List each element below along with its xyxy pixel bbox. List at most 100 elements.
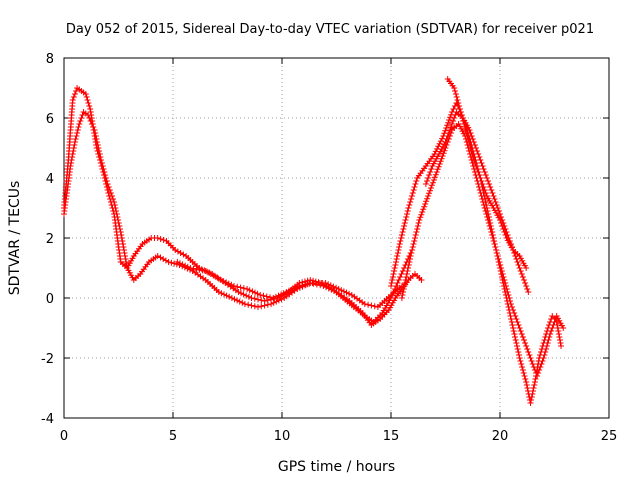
data-point-marker xyxy=(451,85,463,112)
data-point-marker xyxy=(527,382,538,406)
data-point-marker xyxy=(510,325,522,358)
data-point-marker xyxy=(479,163,491,184)
data-point-marker xyxy=(202,268,222,282)
data-point-marker xyxy=(516,253,528,269)
data-point-marker xyxy=(540,328,551,346)
data-point-marker xyxy=(521,337,533,358)
data-point-marker xyxy=(255,301,271,310)
x-axis-label: GPS time / hours xyxy=(278,459,395,475)
data-point-marker xyxy=(473,145,485,166)
data-series xyxy=(61,76,567,406)
x-tick-label: 5 xyxy=(169,429,177,444)
data-point-marker xyxy=(244,286,261,297)
grid-lines xyxy=(64,58,609,418)
data-point-marker xyxy=(241,301,258,310)
data-point-marker xyxy=(407,220,422,259)
data-point-marker xyxy=(368,317,381,328)
data-point-marker xyxy=(394,268,406,286)
data-point-marker xyxy=(436,141,448,157)
data-point-marker xyxy=(433,147,448,175)
chart-title: Day 052 of 2015, Sidereal Day-to-day VTE… xyxy=(66,22,594,37)
data-point-marker xyxy=(531,358,542,385)
data-point-marker xyxy=(202,277,220,293)
data-point-marker xyxy=(309,280,326,286)
data-point-marker xyxy=(540,334,553,361)
data-point-marker xyxy=(492,199,505,220)
y-tick-label: 8 xyxy=(46,52,54,67)
data-point-marker xyxy=(257,292,273,301)
data-point-marker xyxy=(425,171,439,199)
data-point-marker xyxy=(549,313,558,322)
data-point-marker xyxy=(322,280,340,291)
data-point-marker xyxy=(163,238,176,251)
data-point-marker xyxy=(69,88,79,103)
x-tick-label: 15 xyxy=(383,429,400,444)
data-point-marker xyxy=(218,277,235,288)
data-point-marker xyxy=(379,297,393,316)
data-point-marker xyxy=(477,175,489,196)
data-point-marker xyxy=(76,112,86,127)
data-point-marker xyxy=(130,273,142,283)
data-point-marker xyxy=(444,76,456,89)
data-point-marker xyxy=(235,289,252,300)
y-tick-label: 0 xyxy=(46,292,54,307)
data-point-marker xyxy=(146,254,159,265)
data-point-marker xyxy=(67,100,76,133)
data-point-marker xyxy=(104,181,116,202)
x-tick-label: 20 xyxy=(492,429,509,444)
data-point-marker xyxy=(431,135,446,157)
data-point-marker xyxy=(335,286,353,297)
data-point-marker xyxy=(85,112,97,130)
data-point-marker xyxy=(124,265,136,281)
data-point-marker xyxy=(78,88,87,96)
series-track-b xyxy=(61,109,425,328)
data-point-marker xyxy=(183,253,200,269)
data-point-marker xyxy=(346,298,364,314)
data-point-marker xyxy=(505,235,518,256)
data-point-marker xyxy=(422,166,435,187)
data-point-marker xyxy=(248,295,265,304)
data-point-marker xyxy=(483,193,496,209)
data-point-marker xyxy=(418,277,425,283)
data-point-marker xyxy=(525,289,532,295)
data-point-marker xyxy=(148,235,158,241)
axis-ticks: 0 5 10 15 20 25 -4 -2 0 2 4 6 8 xyxy=(41,52,617,444)
data-point-marker xyxy=(377,309,390,322)
data-point-marker xyxy=(486,181,498,202)
data-point-marker xyxy=(137,261,151,277)
x-tick-label: 0 xyxy=(60,429,68,444)
data-point-marker xyxy=(130,243,144,259)
data-point-marker xyxy=(459,115,472,131)
data-point-marker xyxy=(398,256,413,301)
y-tick-label: 2 xyxy=(46,232,54,247)
data-point-marker xyxy=(429,153,441,169)
data-point-marker xyxy=(396,208,411,247)
data-point-marker xyxy=(65,130,74,163)
data-point-marker xyxy=(261,295,278,304)
data-point-marker xyxy=(174,259,191,270)
y-axis-label: SDTVAR / TECUs xyxy=(7,181,23,296)
data-point-marker xyxy=(74,85,83,93)
data-point-marker xyxy=(361,301,378,310)
data-point-marker xyxy=(215,289,233,300)
data-point-marker xyxy=(270,290,287,301)
data-point-marker xyxy=(165,259,180,268)
series-trace xyxy=(401,123,564,377)
data-point-marker xyxy=(416,195,431,223)
data-point-marker xyxy=(449,103,458,115)
data-point-marker xyxy=(470,157,483,178)
data-point-marker xyxy=(111,199,123,232)
data-point-marker xyxy=(392,288,404,301)
data-point-marker xyxy=(154,235,167,243)
data-point-marker xyxy=(455,121,467,137)
x-tick-label: 25 xyxy=(601,429,618,444)
data-point-marker xyxy=(514,319,526,340)
data-point-marker xyxy=(117,259,128,269)
data-point-marker xyxy=(388,284,403,298)
series-track-g xyxy=(422,109,532,295)
data-point-marker xyxy=(488,229,500,256)
data-point-marker xyxy=(516,355,529,382)
data-point-marker xyxy=(466,127,478,148)
data-point-marker xyxy=(518,271,531,292)
